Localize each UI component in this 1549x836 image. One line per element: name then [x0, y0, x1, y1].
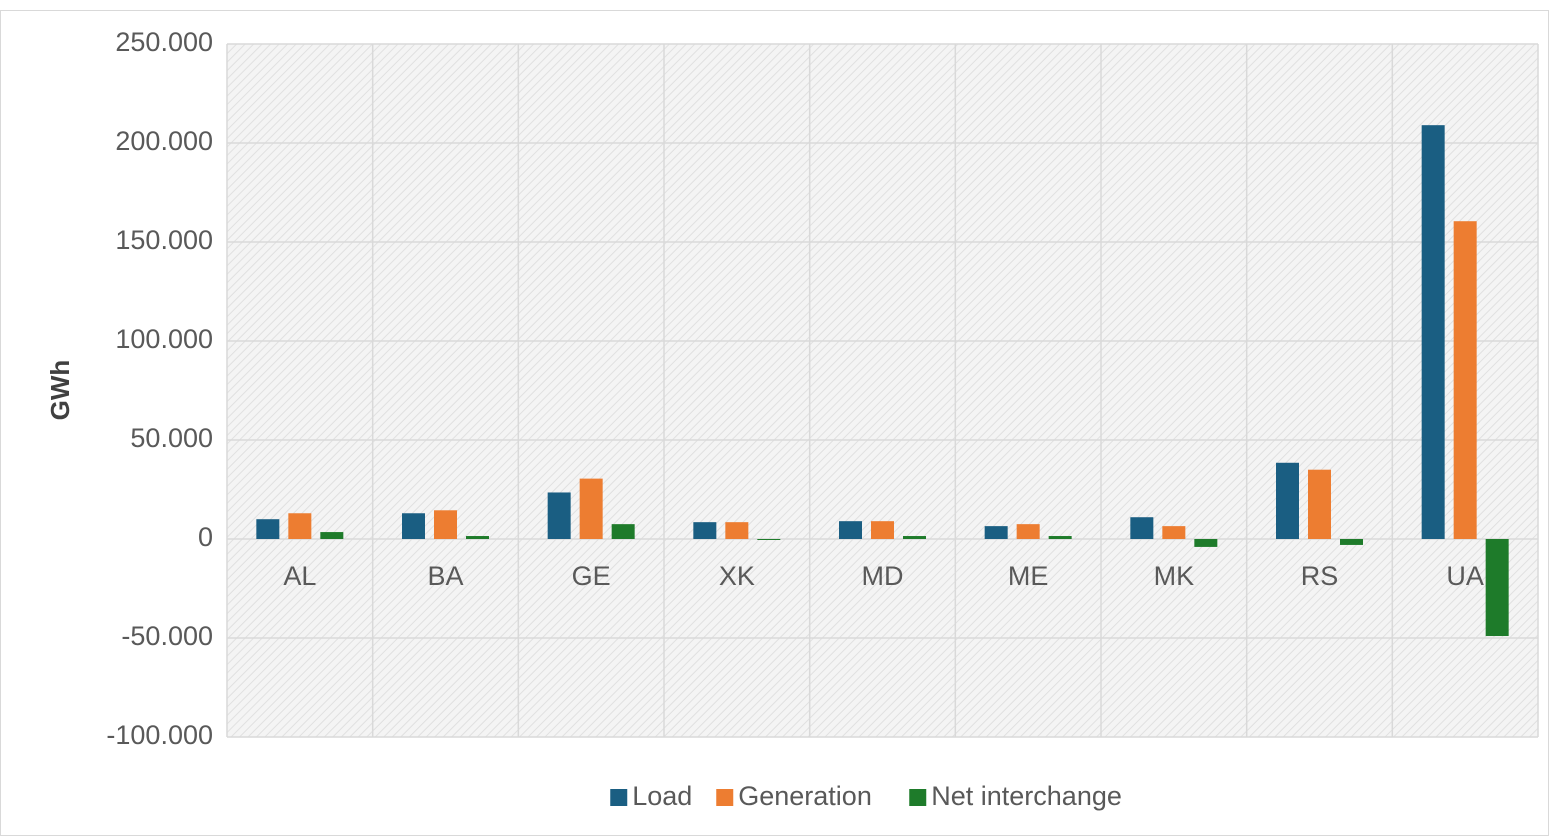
y-tick-label: -100.000	[106, 720, 213, 750]
bar	[1162, 526, 1186, 539]
x-tick-label: MK	[1154, 561, 1195, 591]
legend-swatch	[909, 789, 927, 806]
bar	[1048, 536, 1072, 539]
bar	[579, 478, 603, 539]
legend-label: Net interchange	[931, 781, 1122, 811]
y-tick-label: 50.000	[130, 423, 213, 453]
bar	[984, 526, 1008, 539]
bar	[1016, 524, 1040, 539]
bar	[1453, 221, 1477, 539]
legend-label: Load	[632, 781, 692, 811]
x-tick-label: ME	[1008, 561, 1049, 591]
x-tick-label: MD	[862, 561, 904, 591]
plot-area	[227, 44, 1538, 737]
bar	[547, 492, 571, 539]
x-tick-label: UA	[1446, 561, 1484, 591]
bar	[434, 510, 457, 539]
bar	[320, 532, 344, 539]
bar	[1485, 539, 1509, 637]
x-tick-label: AL	[283, 561, 316, 591]
bar	[757, 539, 781, 540]
legend-swatch	[716, 789, 734, 806]
bar	[1276, 462, 1299, 539]
bar	[288, 513, 312, 539]
x-tick-label: BA	[427, 561, 463, 591]
bar	[1421, 125, 1445, 540]
bar	[903, 536, 926, 539]
legend-label: Generation	[738, 781, 872, 811]
y-tick-label: -50.000	[121, 621, 213, 651]
x-tick-label: XK	[719, 561, 755, 591]
bar	[1194, 539, 1218, 547]
y-tick-label: 0	[198, 522, 213, 552]
y-tick-label: 200.000	[115, 126, 213, 156]
y-tick-label: 100.000	[115, 324, 213, 354]
bar	[1340, 539, 1363, 545]
bar	[871, 521, 894, 539]
y-axis-title: GWh	[45, 360, 75, 421]
bar	[256, 519, 280, 539]
bar	[611, 524, 635, 539]
bar	[693, 522, 717, 539]
y-tick-label: 250.000	[115, 27, 213, 57]
bar	[725, 522, 749, 539]
bar	[1130, 517, 1154, 539]
y-tick-label: 150.000	[115, 225, 213, 255]
bar	[1308, 469, 1331, 539]
x-tick-label: GE	[572, 561, 611, 591]
bar	[402, 513, 425, 539]
bar	[466, 536, 489, 539]
x-tick-label: RS	[1301, 561, 1339, 591]
legend-swatch	[610, 789, 628, 806]
bar	[839, 521, 862, 539]
